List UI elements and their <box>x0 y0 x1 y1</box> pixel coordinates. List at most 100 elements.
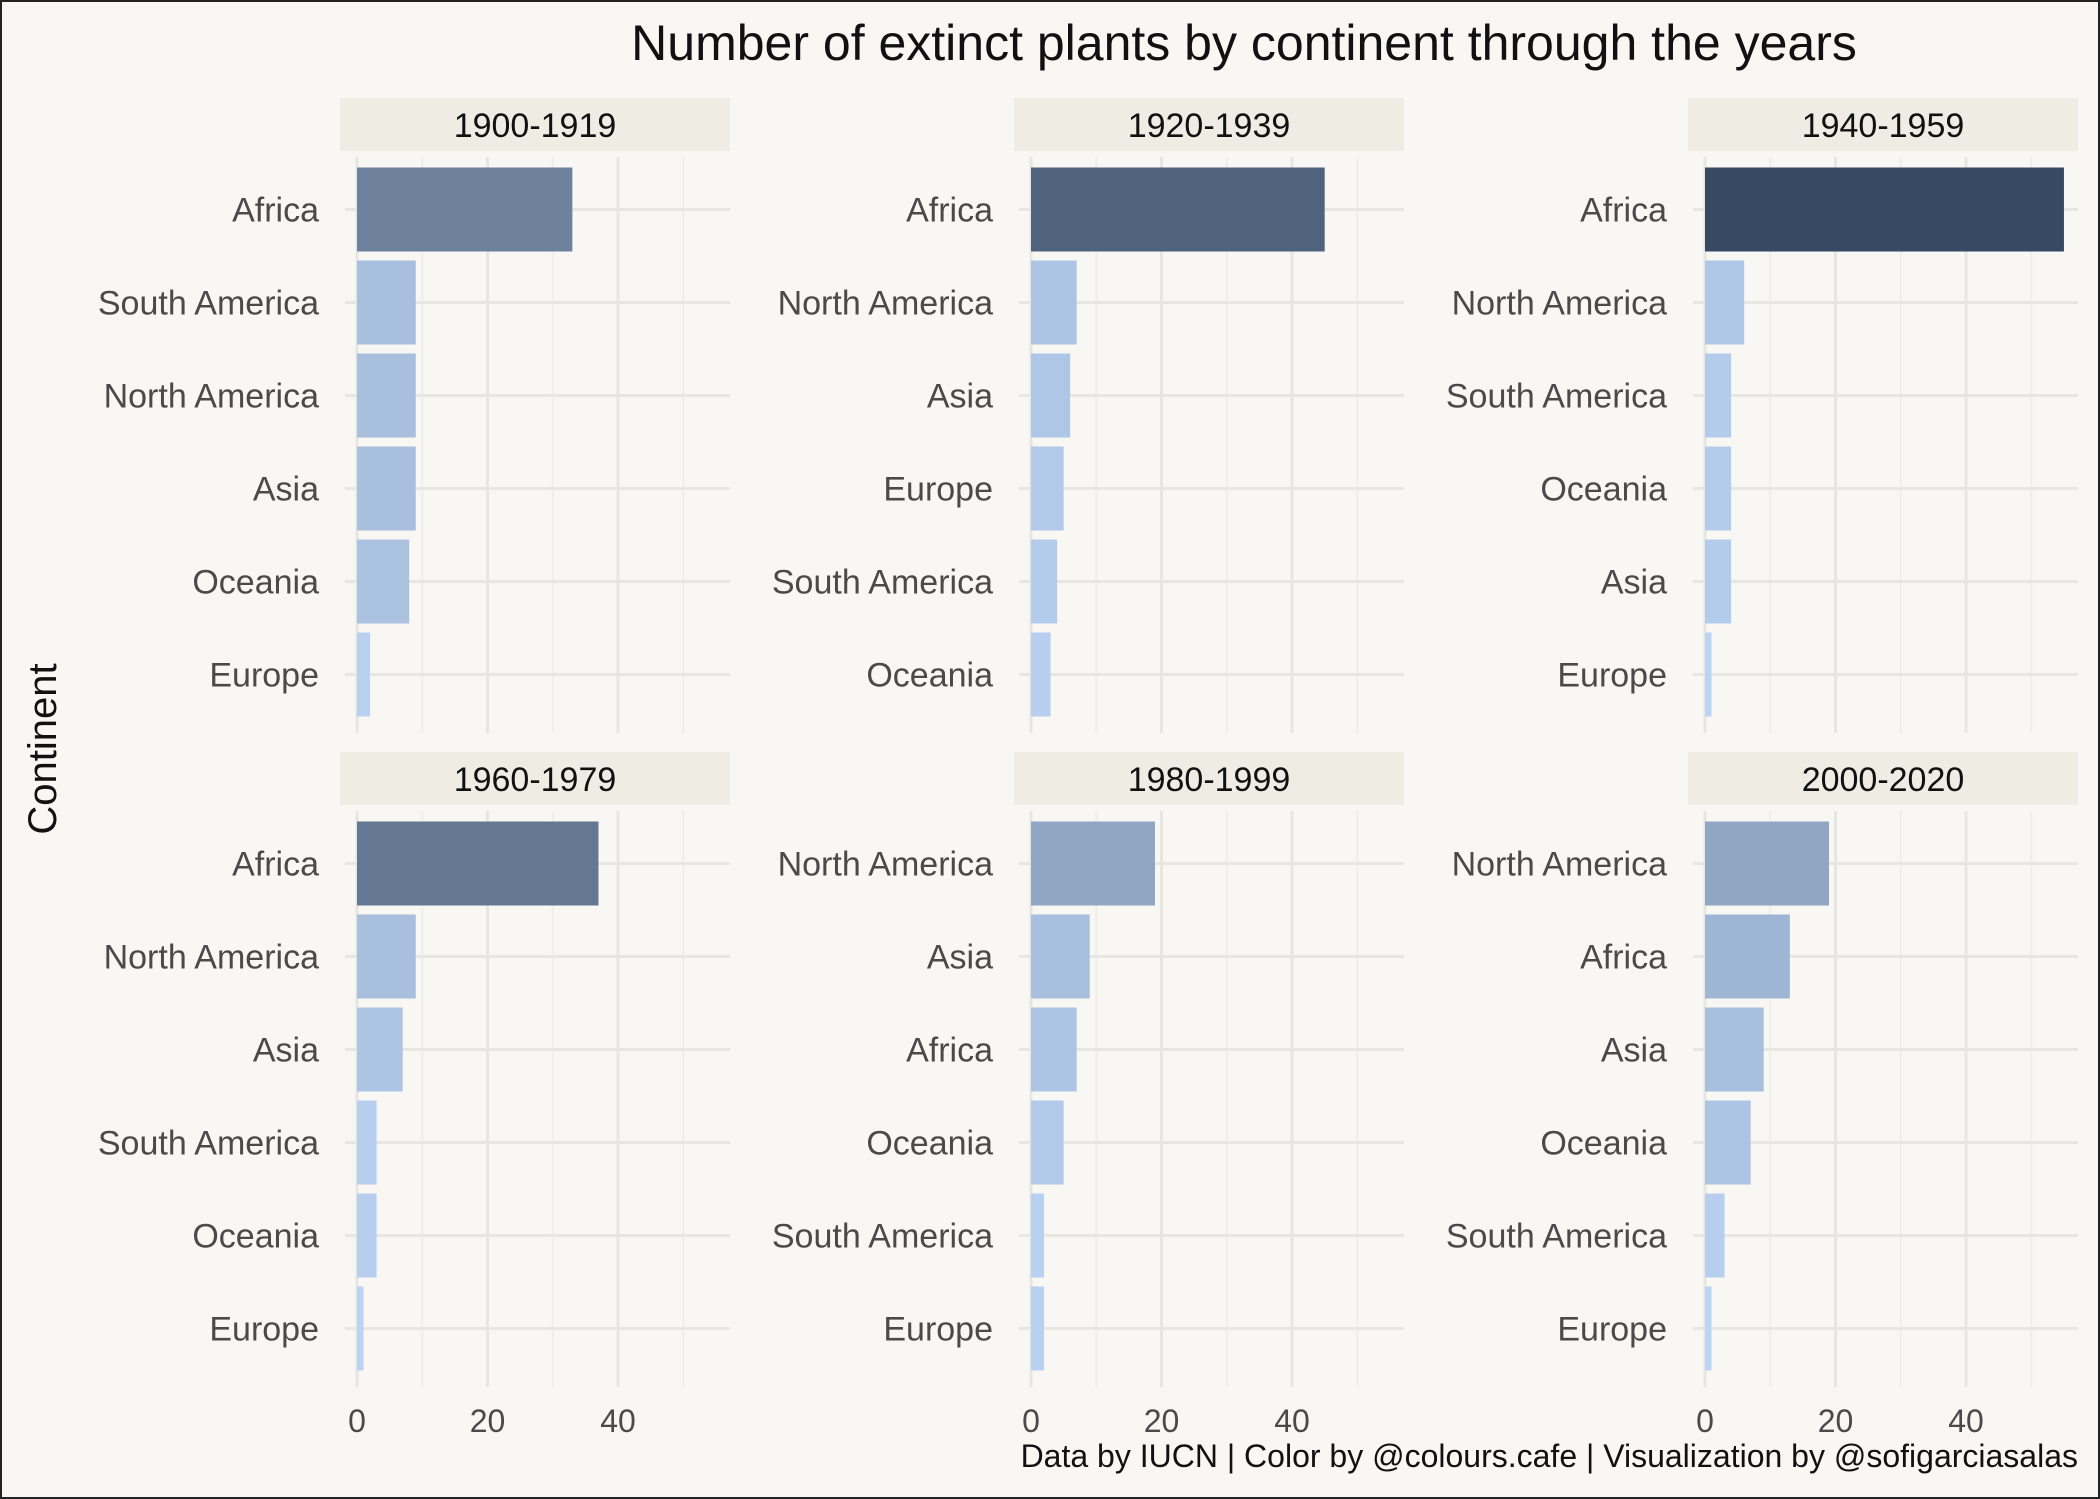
x-tick-label: 40 <box>1274 1403 1310 1439</box>
bar <box>1031 539 1058 624</box>
x-tick-label: 40 <box>600 1403 636 1439</box>
facet-panel: 1900-1919 Africa South America North Americ… <box>98 98 730 733</box>
category-label: Africa <box>906 1032 993 1070</box>
category-label: Africa <box>1580 192 1667 230</box>
facets: 1900-1919 Africa South America North Americ… <box>98 98 2078 1439</box>
category-label: Europe <box>209 1311 319 1349</box>
category-label: Africa <box>232 846 319 884</box>
bar <box>357 1007 403 1092</box>
x-tick-label: 0 <box>1696 1403 1714 1439</box>
bar <box>1705 1193 1725 1278</box>
category-label: North America <box>778 846 993 884</box>
category-label: South America <box>1446 1218 1667 1256</box>
facet-panel: 1940-1959 Africa North America South Americ… <box>1446 98 2078 733</box>
bar <box>1031 1193 1045 1278</box>
category-label: South America <box>1446 378 1667 416</box>
facet-strip-label: 1960-1979 <box>454 761 617 799</box>
bar <box>357 353 416 438</box>
category-label: Oceania <box>192 1218 319 1256</box>
bar <box>357 1193 377 1278</box>
category-label: Oceania <box>192 564 319 602</box>
category-label: Europe <box>1557 1311 1667 1349</box>
bar <box>1031 353 1071 438</box>
chart-title: Number of extinct plants by continent th… <box>631 15 1857 71</box>
x-tick-label: 20 <box>1818 1403 1854 1439</box>
category-label: North America <box>104 378 319 416</box>
category-label: Asia <box>1601 564 1667 602</box>
bar <box>1705 167 2064 252</box>
bar <box>357 167 573 252</box>
bar <box>357 1286 364 1371</box>
category-label: North America <box>1452 846 1667 884</box>
bar <box>357 1100 377 1185</box>
y-axis-label: Continent <box>21 663 65 834</box>
x-tick-label: 0 <box>348 1403 366 1439</box>
category-label: Africa <box>906 192 993 230</box>
facet-strip <box>340 98 730 151</box>
category-label: Oceania <box>1540 1125 1667 1163</box>
category-label: Africa <box>232 192 319 230</box>
facet-panel: 1960-1979 Africa North America Asia South Am… <box>98 752 730 1439</box>
category-label: South America <box>772 564 993 602</box>
category-label: Europe <box>883 1311 993 1349</box>
chart-caption: Data by IUCN | Color by @colours.cafe | … <box>1021 1438 2078 1474</box>
bar <box>1031 914 1090 999</box>
bar <box>1705 821 1829 906</box>
bar <box>1705 446 1732 531</box>
category-label: Africa <box>1580 939 1667 977</box>
bar <box>1031 821 1155 906</box>
bar <box>357 446 416 531</box>
bar <box>1031 1286 1045 1371</box>
category-label: Oceania <box>866 1125 993 1163</box>
bar <box>1031 167 1325 252</box>
category-label: Europe <box>883 471 993 509</box>
category-label: Europe <box>209 657 319 695</box>
bar <box>357 821 599 906</box>
facet-panel: 2000-2020 North America Africa Asia Oceania S… <box>1446 752 2078 1439</box>
facet-strip <box>1014 752 1404 805</box>
bar <box>1031 260 1077 345</box>
category-label: Europe <box>1557 657 1667 695</box>
bar <box>1705 1286 1712 1371</box>
category-label: Asia <box>253 1032 319 1070</box>
category-label: South America <box>98 285 319 323</box>
category-label: North America <box>1452 285 1667 323</box>
category-label: Asia <box>927 939 993 977</box>
bar <box>1705 353 1732 438</box>
bar <box>357 539 410 624</box>
bar <box>1031 1100 1064 1185</box>
facet-strip-label: 1980-1999 <box>1128 761 1291 799</box>
bar <box>1705 539 1732 624</box>
x-tick-label: 20 <box>1144 1403 1180 1439</box>
bar <box>1705 1007 1764 1092</box>
facet-strip-label: 1940-1959 <box>1802 107 1965 145</box>
facet-strip <box>1688 752 2078 805</box>
bar <box>1031 446 1064 531</box>
bar <box>1705 260 1745 345</box>
facet-strip <box>1014 98 1404 151</box>
facet-strip-label: 2000-2020 <box>1802 761 1965 799</box>
x-tick-label: 20 <box>470 1403 506 1439</box>
category-label: Asia <box>253 471 319 509</box>
x-tick-label: 40 <box>1948 1403 1984 1439</box>
category-label: Oceania <box>866 657 993 695</box>
bar <box>1705 1100 1751 1185</box>
facet-strip-label: 1920-1939 <box>1128 107 1291 145</box>
bar <box>1031 632 1051 717</box>
facet-strip <box>1688 98 2078 151</box>
category-label: South America <box>772 1218 993 1256</box>
facet-strip <box>340 752 730 805</box>
category-label: South America <box>98 1125 319 1163</box>
bar <box>1705 632 1712 717</box>
category-label: Oceania <box>1540 471 1667 509</box>
facet-panel: 1920-1939 Africa North America Asia Europe So… <box>772 98 1404 733</box>
bar <box>357 632 371 717</box>
bar <box>1031 1007 1077 1092</box>
category-label: North America <box>104 939 319 977</box>
category-label: Asia <box>1601 1032 1667 1070</box>
facet-panel: 1980-1999 North America Asia Africa Oceania S… <box>772 752 1404 1439</box>
x-tick-label: 0 <box>1022 1403 1040 1439</box>
bar <box>357 914 416 999</box>
facet-strip-label: 1900-1919 <box>454 107 617 145</box>
